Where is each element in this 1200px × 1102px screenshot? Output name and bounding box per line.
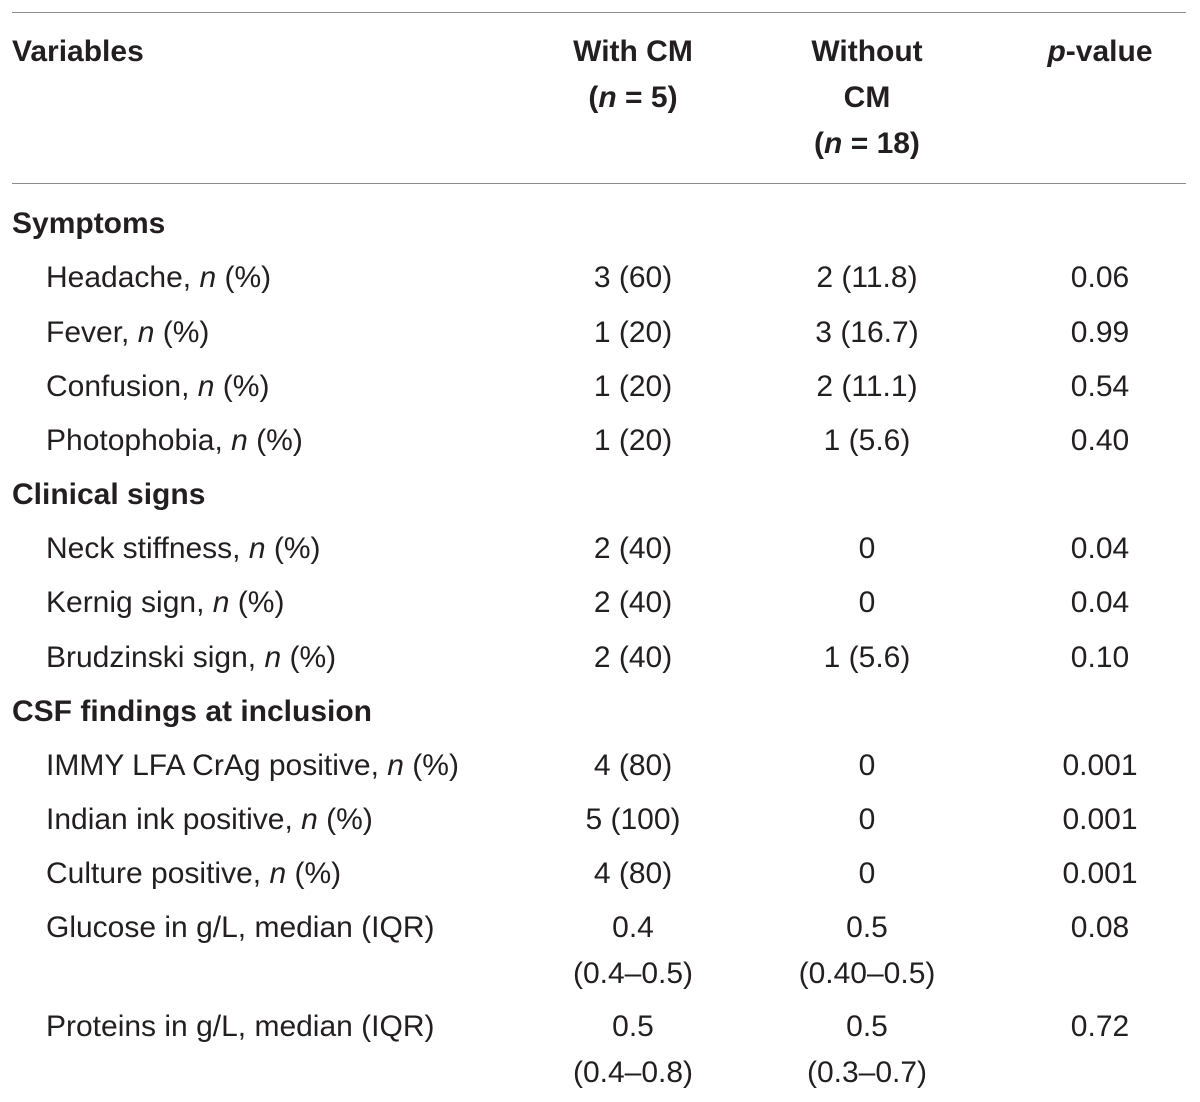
cell-without-cm: 1 (5.6)	[823, 641, 911, 674]
cell-p-value: 0.001	[1062, 803, 1138, 836]
row-label: IMMY LFA CrAg positive, n (%)	[46, 749, 459, 782]
cell-p-value: 0.06	[1070, 261, 1130, 294]
cell-p-value: 0.40	[1070, 424, 1130, 457]
cell-p-value: 0.10	[1070, 641, 1130, 674]
cell-with-cm: 2 (40)	[593, 532, 673, 565]
cell-p-value: 0.08	[1070, 911, 1130, 944]
header-without-cm: Without CM (n = 18)	[811, 35, 923, 160]
cell-without-cm: 0	[858, 857, 876, 890]
header-p-value: p-value	[1047, 35, 1153, 68]
cell-without-cm: 0.5 (0.3–0.7)	[806, 1010, 928, 1089]
cell-p-value: 0.001	[1062, 857, 1138, 890]
row-label: Confusion, n (%)	[46, 370, 270, 403]
cell-with-cm: 3 (60)	[593, 261, 673, 294]
cell-p-value: 0.04	[1070, 532, 1130, 565]
header-rule	[12, 183, 1186, 184]
row-label: Neck stiffness, n (%)	[46, 532, 321, 565]
cell-without-cm: 1 (5.6)	[823, 424, 911, 457]
cell-with-cm: 2 (40)	[593, 641, 673, 674]
cell-without-cm: 0	[858, 586, 876, 619]
cell-with-cm: 5 (100)	[585, 803, 681, 836]
cell-without-cm: 0	[858, 749, 876, 782]
row-label: Proteins in g/L, median (IQR)	[46, 1010, 435, 1043]
row-label: Indian ink positive, n (%)	[46, 803, 373, 836]
section-title: Symptoms	[12, 207, 166, 240]
cell-with-cm: 2 (40)	[593, 586, 673, 619]
cell-with-cm: 0.5 (0.4–0.8)	[572, 1010, 694, 1089]
cell-p-value: 0.72	[1070, 1010, 1130, 1043]
cell-without-cm: 0.5 (0.40–0.5)	[798, 911, 936, 990]
row-label: Headache, n (%)	[46, 261, 272, 294]
row-label: Fever, n (%)	[46, 316, 210, 349]
cell-p-value: 0.001	[1062, 749, 1138, 782]
cell-p-value: 0.99	[1070, 316, 1130, 349]
cell-without-cm: 3 (16.7)	[815, 316, 919, 349]
cell-with-cm: 0.4 (0.4–0.5)	[572, 911, 694, 990]
cell-p-value: 0.54	[1070, 370, 1130, 403]
cell-without-cm: 0	[858, 532, 876, 565]
cell-with-cm: 1 (20)	[593, 370, 673, 403]
row-label: Glucose in g/L, median (IQR)	[46, 911, 435, 944]
cell-p-value: 0.04	[1070, 586, 1130, 619]
cell-with-cm: 1 (20)	[593, 316, 673, 349]
top-rule	[12, 12, 1186, 13]
section-title: CSF findings at inclusion	[12, 695, 372, 728]
cell-without-cm: 2 (11.8)	[816, 261, 918, 294]
cell-without-cm: 0	[858, 803, 876, 836]
row-label: Culture positive, n (%)	[46, 857, 342, 890]
row-label: Kernig sign, n (%)	[46, 586, 285, 619]
row-label: Photophobia, n (%)	[46, 424, 303, 457]
cell-with-cm: 4 (80)	[593, 749, 673, 782]
cell-with-cm: 1 (20)	[593, 424, 673, 457]
cell-without-cm: 2 (11.1)	[816, 370, 918, 403]
cell-with-cm: 4 (80)	[593, 857, 673, 890]
header-with-cm: With CM (n = 5)	[573, 35, 693, 114]
row-label: Brudzinski sign, n (%)	[46, 641, 337, 674]
section-title: Clinical signs	[12, 478, 206, 511]
header-variables: Variables	[12, 35, 144, 68]
